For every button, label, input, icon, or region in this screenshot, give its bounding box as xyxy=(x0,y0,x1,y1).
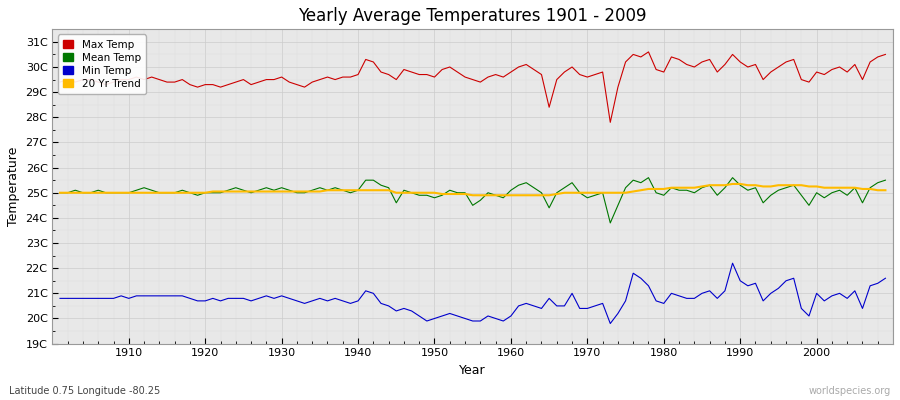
X-axis label: Year: Year xyxy=(459,364,486,377)
Text: Latitude 0.75 Longitude -80.25: Latitude 0.75 Longitude -80.25 xyxy=(9,386,160,396)
Y-axis label: Temperature: Temperature xyxy=(7,147,20,226)
Text: worldspecies.org: worldspecies.org xyxy=(809,386,891,396)
Legend: Max Temp, Mean Temp, Min Temp, 20 Yr Trend: Max Temp, Mean Temp, Min Temp, 20 Yr Tre… xyxy=(58,34,146,94)
Title: Yearly Average Temperatures 1901 - 2009: Yearly Average Temperatures 1901 - 2009 xyxy=(299,7,647,25)
